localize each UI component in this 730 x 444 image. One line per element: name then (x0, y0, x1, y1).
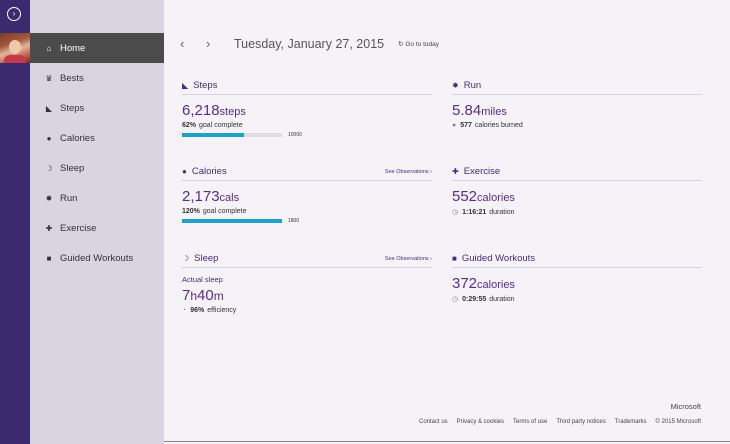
steps-goal: 62% goal complete (182, 122, 243, 129)
shoe-icon: ◣ (45, 103, 53, 113)
sleep-value: 7h40m (182, 287, 224, 304)
calories-progress: 1800 (182, 218, 432, 224)
workout-icon: ■ (46, 253, 52, 263)
tile-title: Steps (193, 80, 218, 91)
sidebar-item-label: Home (60, 42, 86, 54)
goal-label: 1800 (288, 218, 300, 224)
sidebar-item-label: Steps (60, 102, 85, 114)
tile-header: ✸ Run (452, 80, 702, 95)
avatar-face (9, 40, 21, 54)
sidebar-item-bests[interactable]: ♛ Bests (30, 63, 164, 93)
exercise-value: 552calories (452, 188, 515, 205)
sidebar-item-home[interactable]: ⌂ Home (30, 33, 164, 63)
flame-icon: ● (452, 122, 457, 129)
tile-title: Exercise (463, 166, 501, 177)
shoe-icon: ◣ (182, 81, 189, 90)
steps-tile[interactable]: ◣ Steps 6,218steps 62% goal complete 10000 (182, 80, 432, 138)
chevron-left-icon[interactable]: ‹ (180, 36, 185, 51)
sidebar-item-label: Sleep (60, 162, 85, 174)
user-avatar[interactable] (0, 33, 30, 63)
tile-header: ■ Guided Workouts (452, 253, 702, 268)
divider (164, 441, 730, 442)
go-to-today-link[interactable]: ↻ Go to today (398, 40, 439, 48)
steps-progress: 10000 (182, 132, 432, 138)
expand-icon[interactable]: › (7, 7, 21, 21)
calories-value: 2,173cals (182, 188, 240, 205)
tile-title: Calories (191, 166, 227, 177)
run-sub: ● 577 calories burned (452, 122, 523, 129)
home-icon: ⌂ (46, 43, 52, 53)
workout-icon: ■ (452, 254, 457, 263)
clock-icon: ◷ (452, 296, 459, 303)
tile-header: ● Calories See Observations › (182, 166, 432, 181)
sidebar-item-sleep[interactable]: ☽ Sleep (30, 153, 164, 183)
runner-icon: ✸ (452, 81, 459, 90)
sidebar-item-label: Calories (60, 132, 95, 144)
footer-link-third-party[interactable]: Third party notices (556, 419, 606, 425)
sidebar-item-label: Run (60, 192, 78, 204)
sidebar-item-exercise[interactable]: ✚ Exercise (30, 213, 164, 243)
actual-sleep-label: Actual sleep (182, 275, 223, 284)
footer-link-contact[interactable]: Contact us (418, 419, 448, 425)
sidebar-item-run[interactable]: ✸ Run (30, 183, 164, 213)
moon-icon: ☽ (45, 163, 53, 173)
guided-workouts-tile[interactable]: ■ Guided Workouts 372calories ◷ 0:29:55 dur… (452, 253, 702, 303)
run-tile[interactable]: ✸ Run 5.84miles ● 577 calories burned (452, 80, 702, 129)
sidebar-item-steps[interactable]: ◣ Steps (30, 93, 164, 123)
see-observations-link[interactable]: See Observations › (384, 255, 432, 262)
date-title: Tuesday, January 27, 2015 (234, 36, 385, 51)
sidebar-item-calories[interactable]: ● Calories (30, 123, 164, 153)
steps-value: 6,218steps (182, 102, 246, 119)
footer-links: Contact us Privacy & cookies Terms of us… (410, 419, 701, 425)
clock-icon: ◷ (452, 209, 459, 216)
sidebar-item-guided-workouts[interactable]: ■ Guided Workouts (30, 243, 164, 273)
exercise-tile[interactable]: ✚ Exercise 552calories ◷ 1:16:21 duration (452, 166, 702, 216)
footer-copyright: © 2015 Microsoft (655, 419, 701, 425)
chevron-right-icon[interactable]: › (206, 36, 211, 51)
sleep-sub: ◔ 96% efficiency (182, 307, 237, 314)
tile-title: Run (463, 80, 482, 91)
run-value: 5.84miles (452, 102, 507, 119)
go-to-today-label: Go to today (405, 40, 439, 48)
sidebar: ⌂ Home ♛ Bests ◣ Steps ● Calories ☽ Slee… (30, 0, 164, 444)
dumbbell-icon: ✚ (45, 223, 53, 233)
tile-header: ◣ Steps (182, 80, 432, 95)
tile-title: Guided Workouts (461, 253, 536, 264)
runner-icon: ✸ (45, 193, 53, 203)
footer-link-trademarks[interactable]: Trademarks (614, 419, 647, 425)
footer-link-terms[interactable]: Terms of use (513, 419, 548, 425)
see-observations-link[interactable]: See Observations › (384, 168, 432, 175)
progress-fill (182, 133, 244, 137)
progress-track (182, 133, 282, 137)
progress-fill (182, 219, 282, 223)
exercise-sub: ◷ 1:16:21 duration (452, 208, 515, 217)
tile-title: Sleep (194, 253, 219, 264)
tile-header: ☽ Sleep See Observations › (182, 253, 432, 268)
calories-goal: 120% goal complete (182, 208, 247, 215)
avatar-shirt (4, 55, 26, 63)
dumbbell-icon: ✚ (452, 167, 459, 176)
goal-label: 10000 (288, 132, 302, 138)
guided-sub: ◷ 0:29:55 duration (452, 295, 515, 304)
footer-brand: Microsoft (670, 402, 701, 411)
trophy-icon: ♛ (45, 73, 53, 83)
sidebar-item-label: Bests (60, 72, 84, 84)
main-content: ‹ › Tuesday, January 27, 2015 ↻ Go to to… (164, 0, 730, 444)
moon-icon: ☽ (182, 254, 190, 263)
date-bar: ‹ › Tuesday, January 27, 2015 ↻ Go to to… (180, 36, 439, 51)
tile-header: ✚ Exercise (452, 166, 702, 181)
sleep-tile[interactable]: ☽ Sleep See Observations › Actual sleep 7… (182, 253, 432, 314)
guided-value: 372calories (452, 275, 515, 292)
footer-link-privacy[interactable]: Privacy & cookies (456, 419, 505, 425)
progress-track (182, 219, 282, 223)
sidebar-item-label: Guided Workouts (60, 252, 134, 264)
sidebar-item-label: Exercise (60, 222, 97, 234)
flame-icon: ● (182, 167, 187, 176)
efficiency-icon: ◔ (182, 307, 187, 314)
calories-tile[interactable]: ● Calories See Observations › 2,173cals 1… (182, 166, 432, 224)
app-rail: › (0, 0, 30, 444)
flame-icon: ● (46, 133, 52, 143)
